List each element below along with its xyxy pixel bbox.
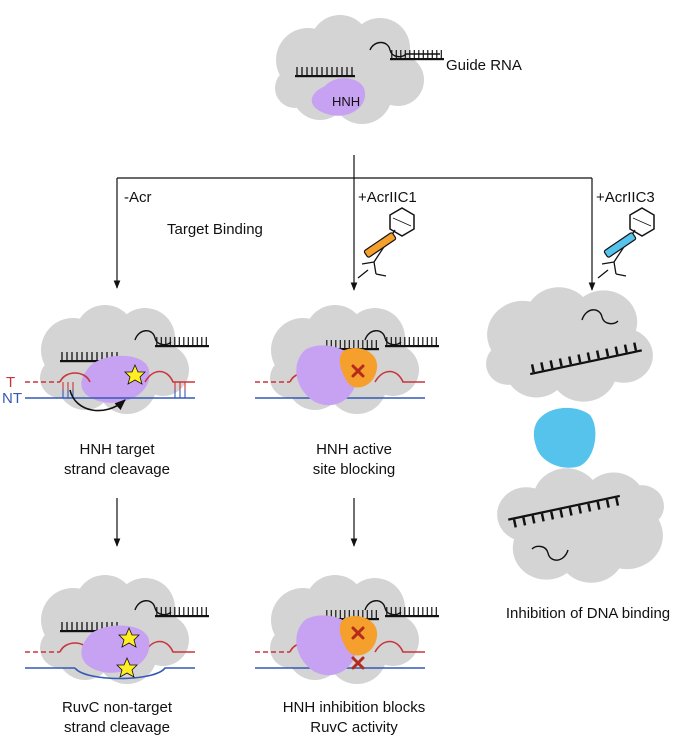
guide-rna-label: Guide RNA xyxy=(446,57,522,74)
ruvc-caption-2: strand cleavage xyxy=(64,719,170,736)
acrIIC3-label: +AcrIIC3 xyxy=(596,189,655,206)
ruvc-caption-1: RuvC non-target xyxy=(61,699,173,716)
nontarget-strand-label: NT xyxy=(2,390,22,407)
dna-binding-caption: Inhibition of DNA binding xyxy=(505,605,671,622)
cas9-acrIIC1-complex xyxy=(255,305,440,414)
cas9-apo-complex xyxy=(275,15,445,124)
inhibition-caption-2: RuvC activity xyxy=(310,719,398,736)
hnh-cleavage-caption-1: HNH target xyxy=(79,441,155,458)
hnh-cleavage-caption-2: strand cleavage xyxy=(64,461,170,478)
blocked-x-icon xyxy=(351,364,365,378)
phage-acrIIC1-icon xyxy=(357,207,415,279)
target-binding-label: Target Binding xyxy=(167,221,263,238)
active-site-caption-1: HNH active xyxy=(316,441,392,458)
target-strand-label: T xyxy=(6,374,16,391)
cas9-acrIIC1-ruvc-blocked-complex xyxy=(255,575,440,684)
acrIIC1-label: +AcrIIC1 xyxy=(358,189,417,206)
inhibition-caption-1: HNH inhibition blocks xyxy=(282,699,426,716)
cas9-ruvc-cleavage-complex xyxy=(25,575,210,684)
cas9-target-bound-complex xyxy=(25,305,210,414)
branch-connectors xyxy=(113,155,596,547)
phage-acrIIC3-icon xyxy=(597,207,655,279)
cleavage-star-icon xyxy=(124,363,146,385)
hnh-domain-label: HNH xyxy=(332,94,360,109)
cas9-acrIIC3-dimer xyxy=(486,287,664,583)
active-site-caption-2: site blocking xyxy=(312,461,396,478)
minus-acr-label: -Acr xyxy=(124,189,152,206)
